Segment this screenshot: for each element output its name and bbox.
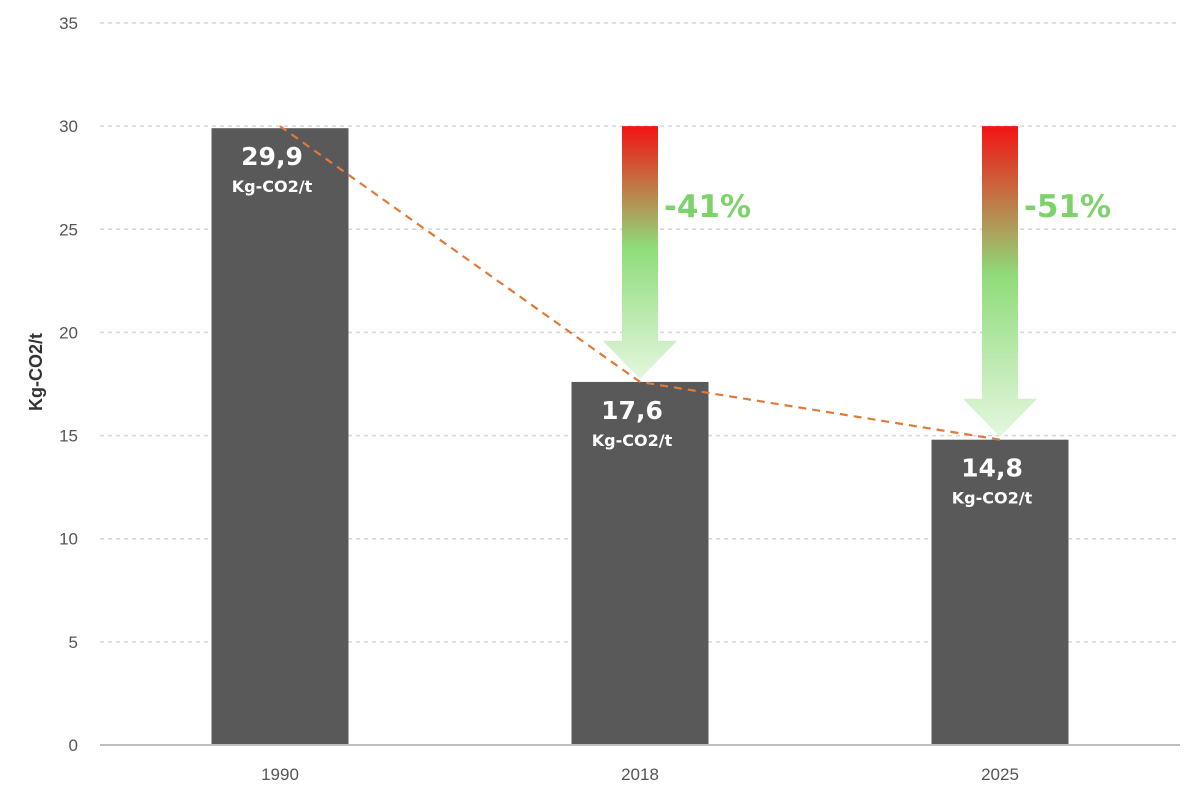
x-tick-label: 2025 — [981, 765, 1019, 784]
y-tick-label: 5 — [69, 633, 78, 652]
bar-value-label: 29,9 — [241, 142, 303, 171]
x-tick-label: 1990 — [261, 765, 299, 784]
x-tick-label: 2018 — [621, 765, 659, 784]
y-tick-label: 25 — [59, 220, 78, 239]
bar-unit-label: Kg-CO2/t — [952, 489, 1033, 508]
trend-line-path — [279, 125, 1001, 441]
bars — [211, 128, 1069, 746]
bar — [571, 381, 709, 745]
y-tick-label: 15 — [59, 427, 78, 446]
bar-value-label: 17,6 — [601, 396, 663, 425]
y-tick-label: 20 — [59, 323, 78, 342]
bar-unit-label: Kg-CO2/t — [592, 431, 673, 450]
x-axis-ticks: 1990 2018 2025 — [261, 765, 1019, 784]
reduction-arrow — [963, 126, 1037, 437]
bar-value-labels: 29,9 Kg-CO2/t 17,6 Kg-CO2/t 14,8 Kg-CO2/t — [232, 142, 1033, 507]
reduction-label: -51% — [1024, 189, 1111, 225]
y-axis-title: Kg-CO2/t — [26, 333, 46, 411]
reduction-arrows: -41% -51% — [603, 126, 1111, 437]
y-tick-label: 10 — [59, 530, 78, 549]
y-axis-ticks: 0 5 10 15 20 25 30 35 — [59, 14, 78, 755]
bar-unit-label: Kg-CO2/t — [232, 177, 313, 196]
bar-value-label: 14,8 — [961, 454, 1023, 483]
y-tick-label: 0 — [69, 736, 78, 755]
y-tick-label: 30 — [59, 117, 78, 136]
bar — [931, 439, 1069, 745]
trend-line — [279, 125, 1001, 441]
bar — [211, 128, 349, 746]
reduction-arrow — [603, 126, 677, 379]
reduction-label: -41% — [664, 189, 751, 225]
y-tick-label: 35 — [59, 14, 78, 33]
